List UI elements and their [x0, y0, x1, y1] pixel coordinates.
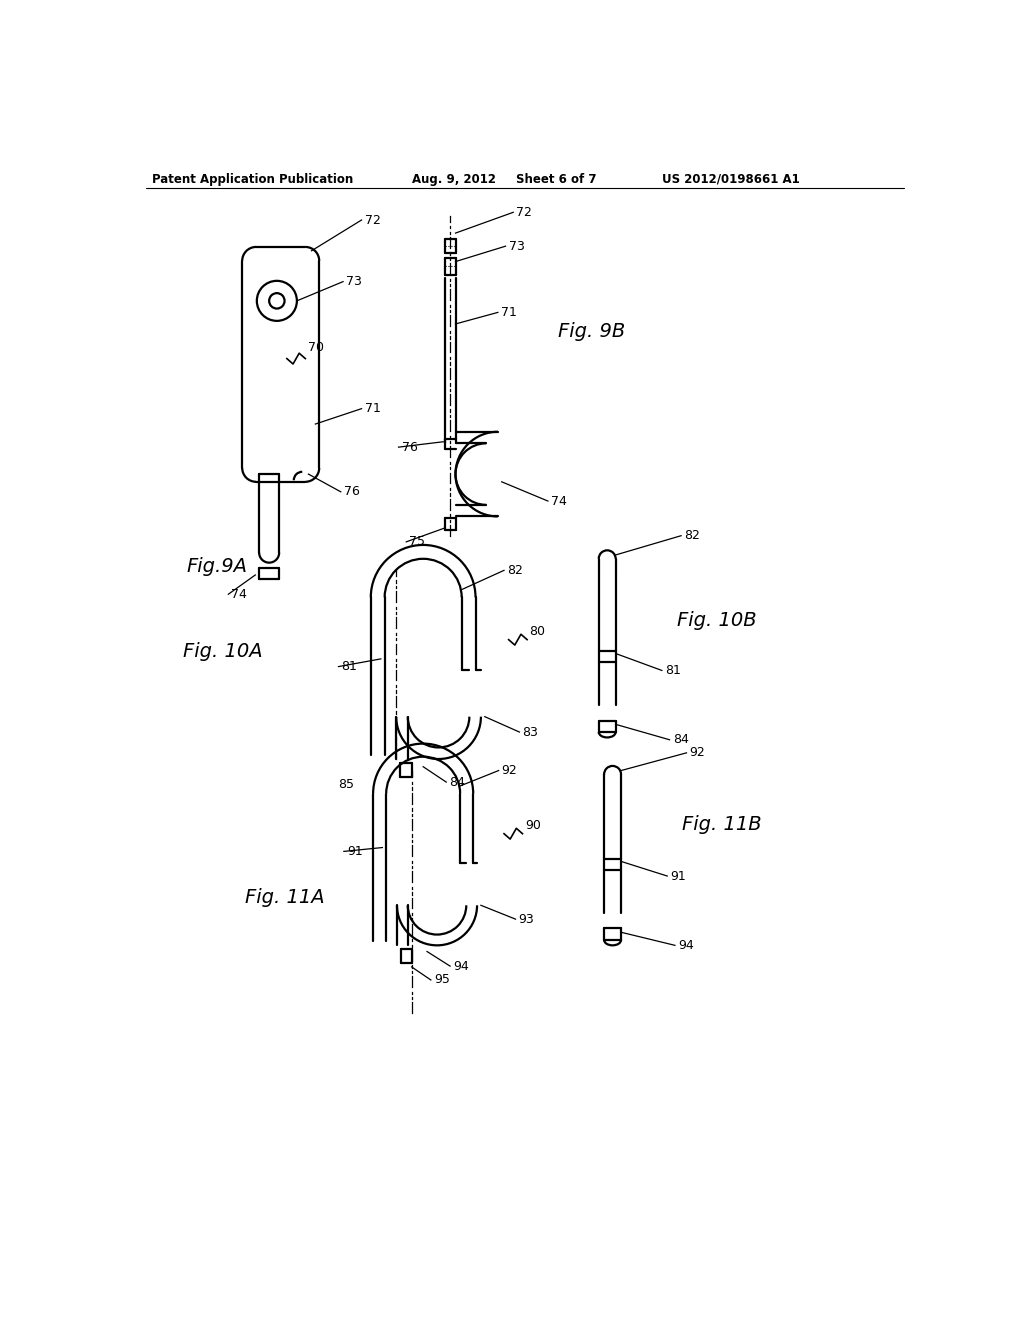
Text: 85: 85 — [339, 777, 354, 791]
Text: 74: 74 — [231, 587, 248, 601]
Text: 76: 76 — [344, 486, 359, 499]
Text: 71: 71 — [501, 306, 517, 319]
Text: 73: 73 — [346, 275, 362, 288]
Text: 90: 90 — [524, 820, 541, 833]
Text: Fig.9A: Fig.9A — [186, 557, 247, 576]
Text: Patent Application Publication: Patent Application Publication — [153, 173, 353, 186]
Text: Sheet 6 of 7: Sheet 6 of 7 — [515, 173, 596, 186]
Text: 84: 84 — [450, 776, 465, 788]
Text: Fig. 10B: Fig. 10B — [677, 611, 757, 630]
Text: Fig. 11A: Fig. 11A — [245, 888, 325, 907]
Text: Fig. 11B: Fig. 11B — [682, 814, 762, 834]
Text: US 2012/0198661 A1: US 2012/0198661 A1 — [662, 173, 800, 186]
Text: 92: 92 — [689, 746, 706, 759]
Text: 73: 73 — [509, 240, 524, 252]
Text: 91: 91 — [347, 845, 362, 858]
Text: 94: 94 — [678, 939, 694, 952]
Text: 95: 95 — [434, 973, 450, 986]
Text: 74: 74 — [551, 495, 567, 508]
Text: 72: 72 — [365, 214, 381, 227]
Text: 75: 75 — [410, 536, 425, 548]
Text: 91: 91 — [671, 870, 686, 883]
Text: 76: 76 — [401, 441, 418, 454]
Text: 80: 80 — [529, 626, 546, 639]
Text: Fig. 9B: Fig. 9B — [558, 322, 626, 341]
Text: 81: 81 — [665, 664, 681, 677]
Text: 70: 70 — [307, 341, 324, 354]
Text: 93: 93 — [518, 912, 535, 925]
Text: 84: 84 — [673, 733, 688, 746]
Text: 72: 72 — [516, 206, 532, 219]
Text: Aug. 9, 2012: Aug. 9, 2012 — [412, 173, 496, 186]
Text: 92: 92 — [502, 764, 517, 777]
Text: 83: 83 — [522, 726, 539, 739]
Text: 82: 82 — [507, 564, 523, 577]
Text: Fig. 10A: Fig. 10A — [183, 642, 262, 661]
Text: 81: 81 — [342, 660, 357, 673]
Text: 94: 94 — [454, 960, 469, 973]
Text: 82: 82 — [684, 529, 700, 543]
Text: 71: 71 — [365, 403, 381, 416]
